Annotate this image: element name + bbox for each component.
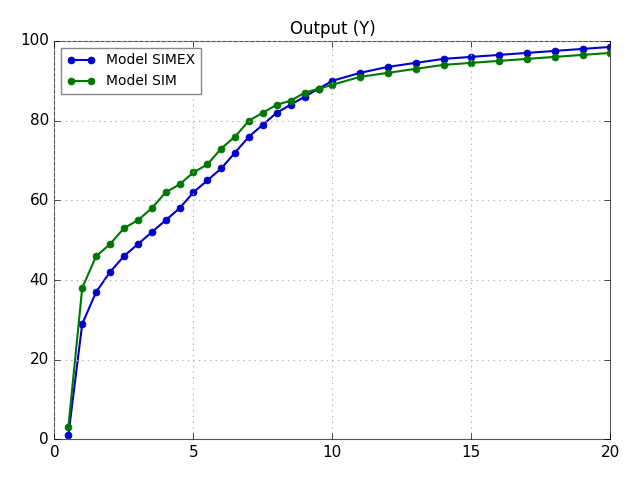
Model SIMEX: [495, 52, 503, 58]
Model SIM: [468, 60, 476, 66]
Model SIMEX: [440, 56, 447, 62]
Model SIM: [134, 217, 141, 223]
Model SIMEX: [204, 178, 211, 183]
Model SIMEX: [273, 110, 281, 116]
Model SIM: [65, 425, 72, 431]
Model SIM: [204, 162, 211, 168]
Model SIM: [148, 205, 156, 211]
Model SIM: [412, 66, 420, 72]
Model SIM: [495, 58, 503, 64]
Model SIMEX: [287, 102, 294, 108]
Model SIM: [579, 52, 586, 58]
Model SIM: [551, 54, 559, 60]
Model SIMEX: [65, 432, 72, 438]
Model SIM: [189, 169, 197, 175]
Model SIMEX: [259, 122, 267, 128]
Model SIM: [92, 253, 100, 259]
Model SIM: [328, 82, 336, 88]
Model SIMEX: [468, 54, 476, 60]
Model SIMEX: [106, 269, 114, 275]
Line: Model SIMEX: Model SIMEX: [65, 44, 614, 439]
Model SIMEX: [78, 321, 86, 327]
Model SIM: [607, 50, 614, 56]
Model SIM: [78, 285, 86, 291]
Model SIM: [356, 74, 364, 80]
Model SIM: [162, 190, 170, 195]
Model SIM: [259, 110, 267, 116]
Model SIMEX: [315, 86, 323, 92]
Model SIMEX: [607, 44, 614, 50]
Model SIM: [231, 134, 239, 140]
Model SIM: [287, 98, 294, 104]
Model SIMEX: [189, 190, 197, 195]
Model SIMEX: [162, 217, 170, 223]
Line: Model SIM: Model SIM: [65, 49, 614, 431]
Model SIMEX: [412, 60, 420, 66]
Model SIM: [315, 86, 323, 92]
Model SIMEX: [356, 70, 364, 76]
Model SIMEX: [523, 50, 531, 56]
Model SIMEX: [551, 48, 559, 54]
Legend: Model SIMEX, Model SIM: Model SIMEX, Model SIM: [61, 48, 200, 94]
Model SIM: [106, 241, 114, 247]
Model SIM: [301, 90, 308, 96]
Model SIM: [384, 70, 392, 76]
Model SIM: [175, 181, 183, 187]
Model SIM: [440, 62, 447, 68]
Model SIMEX: [92, 289, 100, 295]
Model SIMEX: [245, 134, 253, 140]
Model SIMEX: [231, 150, 239, 156]
Model SIMEX: [579, 46, 586, 52]
Model SIMEX: [175, 205, 183, 211]
Model SIMEX: [384, 64, 392, 70]
Model SIMEX: [120, 253, 128, 259]
Model SIMEX: [328, 78, 336, 84]
Model SIMEX: [148, 229, 156, 235]
Model SIM: [273, 102, 281, 108]
Model SIM: [120, 225, 128, 231]
Model SIM: [245, 118, 253, 123]
Model SIMEX: [218, 166, 225, 171]
Model SIM: [218, 145, 225, 151]
Model SIMEX: [134, 241, 141, 247]
Model SIM: [523, 56, 531, 62]
Title: Output (Y): Output (Y): [289, 20, 375, 38]
Model SIMEX: [301, 94, 308, 100]
